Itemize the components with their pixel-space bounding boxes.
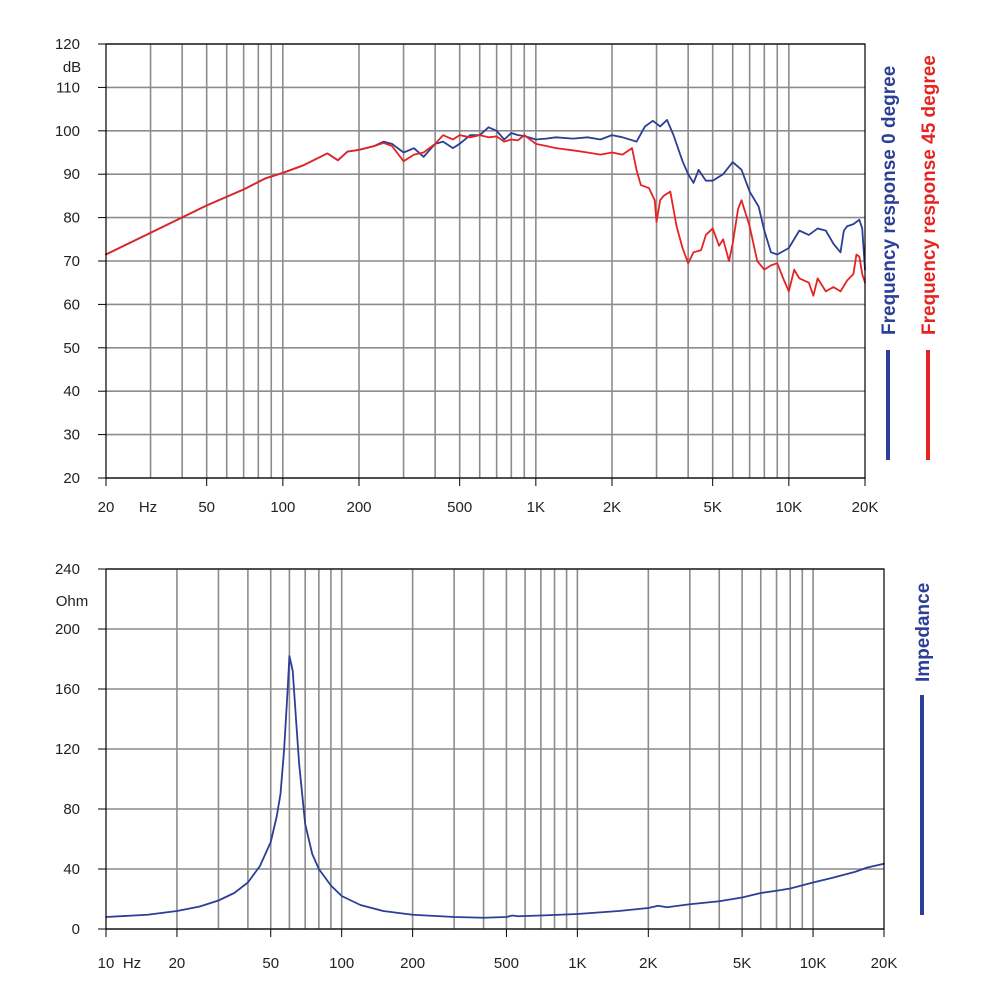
y-tick-label: 50	[63, 340, 80, 357]
frequency-response-y-tick-labels: 20 30 40 50 60 70 80 90 100 110 120	[55, 36, 106, 487]
x-tick-label: 1K	[527, 499, 545, 516]
y-tick-label: 110	[56, 79, 80, 96]
x-tick-label: 10K	[800, 955, 827, 972]
frequency-response-x-tick-labels: 20 50 100 200 500 1K 2K 5K 10K 20K	[98, 478, 879, 516]
frequency-response-chart: 20 30 40 50 60 70 80 90 100 110 120 20 50 100 200 500 1…	[55, 36, 940, 516]
impedance-x-tick-labels: 10 20 50 100 200 500 1K 2K 5K 10K 20K	[98, 929, 898, 972]
x-tick-label: 20K	[871, 955, 898, 972]
y-tick-label: 120	[55, 741, 80, 758]
impedance-x-unit-label: Hz	[123, 955, 141, 972]
x-tick-label: 5K	[703, 499, 721, 516]
x-tick-label: 200	[346, 499, 371, 516]
y-tick-label: 30	[63, 427, 80, 444]
x-tick-label: 100	[270, 499, 295, 516]
impedance-grid	[106, 568, 884, 930]
legend-label-1: Impedance	[913, 583, 934, 682]
x-tick-label: 10K	[775, 499, 802, 516]
legend-label-1: Frequency response 0 degree	[879, 66, 900, 335]
x-tick-label: 200	[400, 955, 425, 972]
x-tick-label: 1K	[568, 955, 586, 972]
y-tick-label: 0	[72, 921, 80, 938]
x-tick-label: 20	[98, 499, 115, 516]
y-tick-label: 70	[63, 253, 80, 270]
frequency-response-x-unit-label: Hz	[139, 499, 157, 516]
impedance-legend: Impedance	[913, 583, 934, 915]
y-tick-label: 80	[63, 210, 80, 227]
y-tick-label: 240	[55, 561, 80, 578]
frequency-response-y-unit-label: dB	[63, 59, 81, 76]
x-tick-label: 500	[494, 955, 519, 972]
x-tick-label: 50	[262, 955, 279, 972]
x-tick-label: 50	[198, 499, 215, 516]
x-tick-label: 5K	[733, 955, 751, 972]
x-tick-label: 500	[447, 499, 472, 516]
y-tick-label: 100	[55, 123, 80, 140]
impedance-y-unit-label: Ohm	[56, 593, 89, 610]
x-tick-label: 10	[98, 955, 115, 972]
y-tick-label: 90	[63, 166, 80, 183]
series-line-2	[105, 134, 866, 297]
x-tick-label: 100	[329, 955, 354, 972]
y-tick-label: 40	[63, 861, 80, 878]
x-tick-label: 2K	[639, 955, 657, 972]
y-tick-label: 40	[63, 383, 80, 400]
y-tick-label: 200	[55, 621, 80, 638]
impedance-curves	[105, 655, 885, 919]
series-line-1	[105, 655, 885, 919]
frequency-response-legend: Frequency response 0 degree Frequency res…	[879, 55, 940, 460]
y-tick-label: 80	[63, 801, 80, 818]
y-tick-label: 60	[63, 296, 80, 313]
x-tick-label: 20	[169, 955, 186, 972]
y-tick-label: 20	[63, 470, 80, 487]
x-tick-label: 2K	[603, 499, 621, 516]
impedance-y-tick-labels: 0 40 80 120 160 200 240	[55, 561, 106, 938]
series-line-1	[105, 119, 866, 271]
legend-label-2: Frequency response 45 degree	[919, 55, 940, 335]
frequency-response-grid	[106, 43, 865, 479]
y-tick-label: 120	[55, 36, 80, 53]
y-tick-label: 160	[55, 681, 80, 698]
frequency-response-curves	[105, 119, 866, 297]
x-tick-label: 20K	[852, 499, 879, 516]
